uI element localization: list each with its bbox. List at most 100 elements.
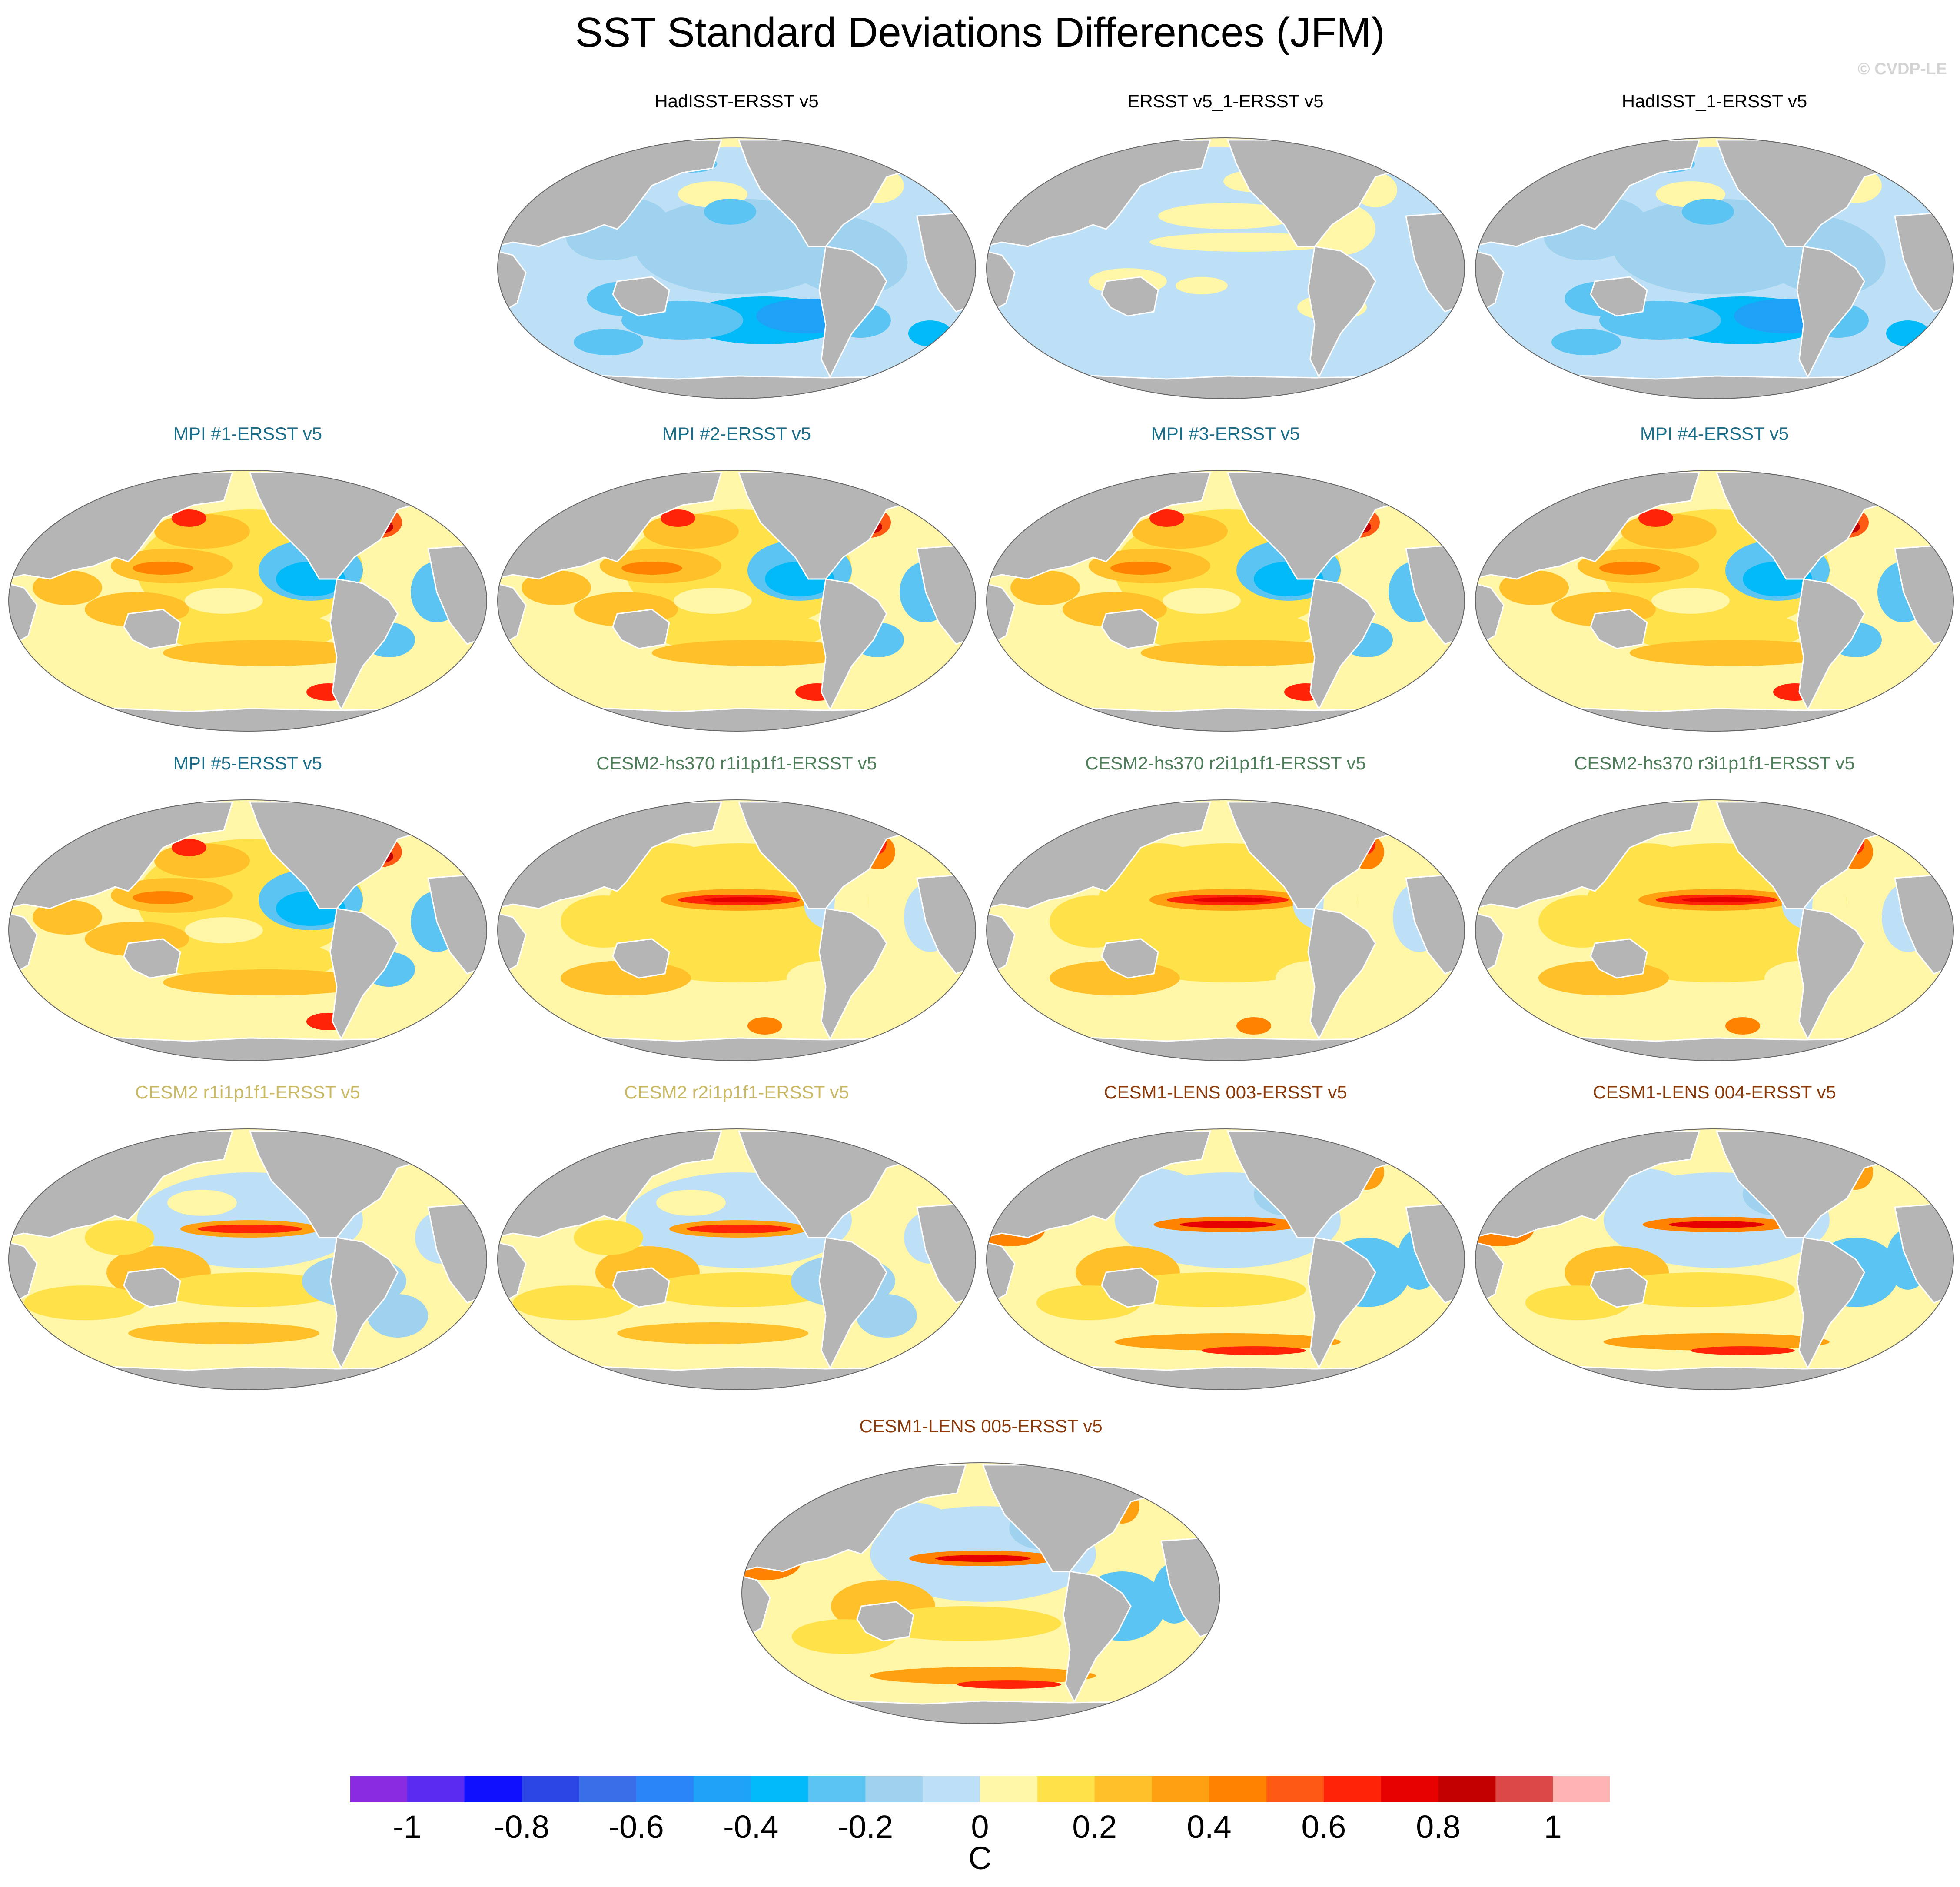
map-border xyxy=(497,137,976,399)
sst-anomaly-region xyxy=(648,1272,830,1307)
land-mass xyxy=(1160,1536,1220,1637)
sst-difference-map xyxy=(497,137,976,399)
sst-difference-map xyxy=(8,1128,487,1390)
sst-difference-map xyxy=(8,470,487,732)
land-mass xyxy=(916,1202,976,1304)
sst-difference-map xyxy=(497,470,976,732)
panel-title: CESM1-LENS 004-ERSST v5 xyxy=(1593,1082,1836,1102)
map-panel: CESM2-hs370 r3i1p1f1-ERSST v5 xyxy=(1473,751,1956,1086)
map-border xyxy=(497,470,976,732)
arctic-band xyxy=(1475,800,1953,809)
sst-anomaly-region xyxy=(652,640,860,666)
sst-anomaly-region xyxy=(574,1220,643,1255)
sst-anomaly-region xyxy=(957,1680,1061,1689)
colorbar-swatch xyxy=(1266,1776,1324,1803)
land-mass xyxy=(1101,276,1159,317)
sst-anomaly-region xyxy=(185,917,263,943)
sst-anomaly-region xyxy=(167,1190,237,1216)
map-panel: MPI #5-ERSST v5 xyxy=(7,751,489,1086)
sst-anomaly-region xyxy=(674,588,752,614)
sst-anomaly-region xyxy=(1886,320,1930,346)
panel-title: MPI #4-ERSST v5 xyxy=(1640,423,1789,444)
colorbar-swatch xyxy=(350,1776,408,1803)
land-mass xyxy=(1101,938,1159,979)
map-panel: CESM1-LENS 005-ERSST v5 xyxy=(740,1414,1222,1749)
land-mass xyxy=(123,938,181,979)
land-mass xyxy=(1590,609,1648,649)
land-mass xyxy=(123,1267,181,1308)
sst-anomaly-region xyxy=(1050,895,1136,948)
sst-difference-map xyxy=(986,137,1465,399)
land-mass xyxy=(916,873,976,975)
sst-anomaly-region xyxy=(163,640,372,666)
sst-anomaly-region xyxy=(1176,277,1228,294)
land-mass xyxy=(427,543,487,645)
land-mass xyxy=(916,543,976,645)
colorbar-swatch xyxy=(1209,1776,1267,1803)
panel-title: CESM1-LENS 005-ERSST v5 xyxy=(859,1416,1103,1436)
land-mass xyxy=(1590,938,1648,979)
arctic-band xyxy=(987,470,1465,480)
sst-anomaly-region xyxy=(1149,509,1184,527)
map-panel: CESM2 r1i1p1f1-ERSST v5 xyxy=(7,1080,489,1415)
arctic-band xyxy=(987,800,1465,809)
panel-title: MPI #5-ERSST v5 xyxy=(173,753,322,773)
land-mass xyxy=(329,1237,399,1370)
sst-anomaly-region xyxy=(163,969,372,995)
map-panel: MPI #3-ERSST v5 xyxy=(984,422,1467,756)
arctic-band xyxy=(1475,470,1953,480)
land-mass xyxy=(1872,803,1909,827)
sst-anomaly-region xyxy=(870,1667,1096,1684)
sst-anomaly-region xyxy=(1115,1333,1341,1351)
land-mass xyxy=(1894,211,1953,313)
land-mass xyxy=(987,706,1465,731)
colorbar-swatch xyxy=(865,1776,923,1803)
colorbar-swatch xyxy=(579,1776,637,1803)
panel-title: HadISST_1-ERSST v5 xyxy=(1621,91,1807,111)
sst-anomaly-region xyxy=(1236,1017,1271,1035)
sst-anomaly-region xyxy=(1682,199,1734,225)
land-mass xyxy=(329,908,399,1041)
land-mass xyxy=(894,141,931,165)
arctic-band xyxy=(498,470,976,480)
sst-anomaly-region xyxy=(656,1190,726,1216)
sst-difference-map xyxy=(741,1462,1220,1724)
sst-anomaly-region xyxy=(1158,203,1297,229)
land-mass xyxy=(1405,543,1465,645)
sst-anomaly-region xyxy=(1128,939,1328,982)
land-mass xyxy=(427,873,487,975)
sst-anomaly-region xyxy=(1202,1346,1306,1355)
sst-anomaly-region xyxy=(1725,1017,1760,1035)
land-mass xyxy=(1796,1237,1865,1370)
map-border xyxy=(8,799,487,1061)
colorbar-tick-label: -0.4 xyxy=(723,1809,779,1845)
sst-anomaly-region xyxy=(661,509,695,527)
land-mass xyxy=(818,1237,887,1370)
colorbar-frame xyxy=(349,1775,1611,1803)
arctic-band xyxy=(987,138,1465,147)
land-mass xyxy=(612,276,670,317)
colorbar-units: C xyxy=(968,1840,992,1876)
map-panel: HadISST_1-ERSST v5 xyxy=(1473,89,1956,424)
colorbar-swatch xyxy=(1037,1776,1095,1803)
arctic-band xyxy=(9,800,487,809)
panel-title: MPI #3-ERSST v5 xyxy=(1151,423,1300,444)
land-mass xyxy=(498,374,976,399)
land-mass xyxy=(498,706,976,731)
sst-anomaly-region xyxy=(172,839,206,856)
sst-anomaly-region xyxy=(1163,588,1241,614)
sst-difference-map xyxy=(986,470,1465,732)
sst-anomaly-region xyxy=(133,562,193,575)
land-mass xyxy=(498,1365,976,1390)
land-mass xyxy=(818,908,887,1041)
map-panel: ERSST v5_1-ERSST v5 xyxy=(984,89,1467,424)
sst-anomaly-region xyxy=(1599,562,1660,575)
credit-watermark: © CVDP-LE xyxy=(1857,60,1947,78)
sst-difference-map xyxy=(986,799,1465,1061)
sst-anomaly-region xyxy=(1617,939,1817,982)
land-mass xyxy=(612,1267,670,1308)
land-mass xyxy=(1405,1202,1465,1304)
land-mass xyxy=(916,211,976,313)
land-mass xyxy=(894,803,931,827)
land-mass xyxy=(1475,706,1953,731)
